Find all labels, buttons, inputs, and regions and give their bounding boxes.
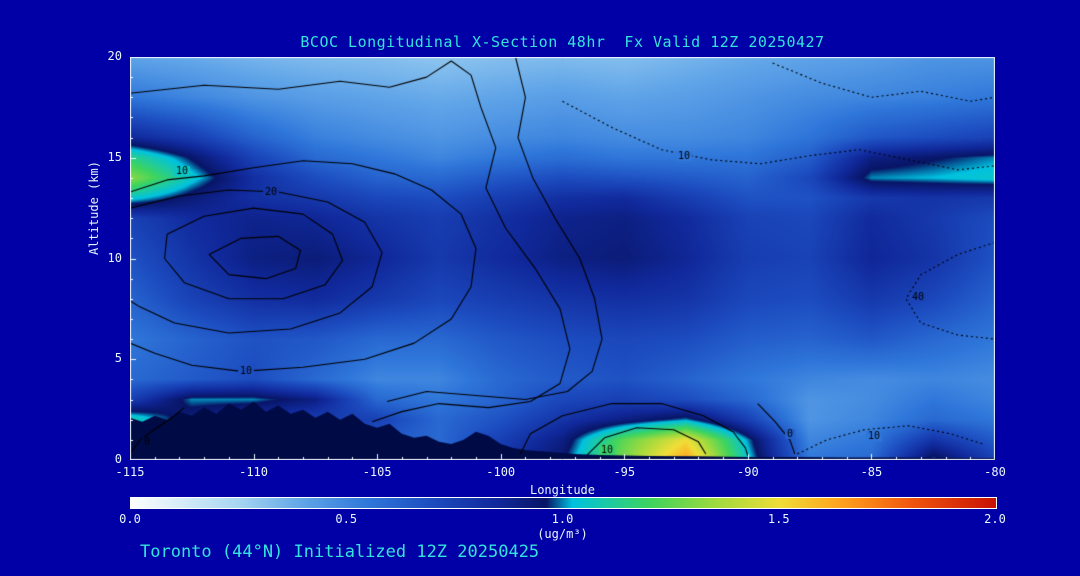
x-tick-label: -95 (613, 465, 636, 479)
x-axis-title: Longitude (529, 483, 596, 497)
x-tick-label: -85 (860, 465, 883, 479)
x-tick-label: -90 (737, 465, 759, 479)
x-tick-label: -115 (115, 465, 145, 479)
x-tick-label: -105 (362, 465, 392, 479)
colorbar-canvas (130, 497, 997, 509)
colorbar-tick-label: 2.0 (984, 512, 1006, 526)
y-tick-label: 5 (114, 351, 122, 366)
colorbar-tick-label: 1.0 (551, 512, 574, 526)
y-tick-label: 15 (107, 149, 122, 164)
colorbar-tick-label: 0.5 (335, 512, 358, 526)
x-tick-label: -110 (239, 465, 269, 479)
y-tick-label: 20 (107, 49, 122, 63)
y-tick-label: 10 (107, 250, 122, 265)
x-tick-label: -100 (486, 465, 516, 479)
y-tick-label: 0 (114, 452, 122, 466)
chart-title: BCOC Longitudinal X-Section 48hr Fx Vali… (300, 33, 825, 51)
x-tick-label: -80 (984, 465, 1006, 479)
colorbar-tick-label: 0.0 (119, 512, 141, 526)
colorbar-units: (ug/m³) (537, 527, 588, 541)
y-axis-title: Altitude (km) (87, 161, 101, 255)
footer-text: Toronto (44°N) Initialized 12Z 20250425 (140, 542, 540, 562)
xsection-plot-canvas (130, 57, 995, 460)
colorbar-tick-label: 1.5 (767, 512, 790, 526)
